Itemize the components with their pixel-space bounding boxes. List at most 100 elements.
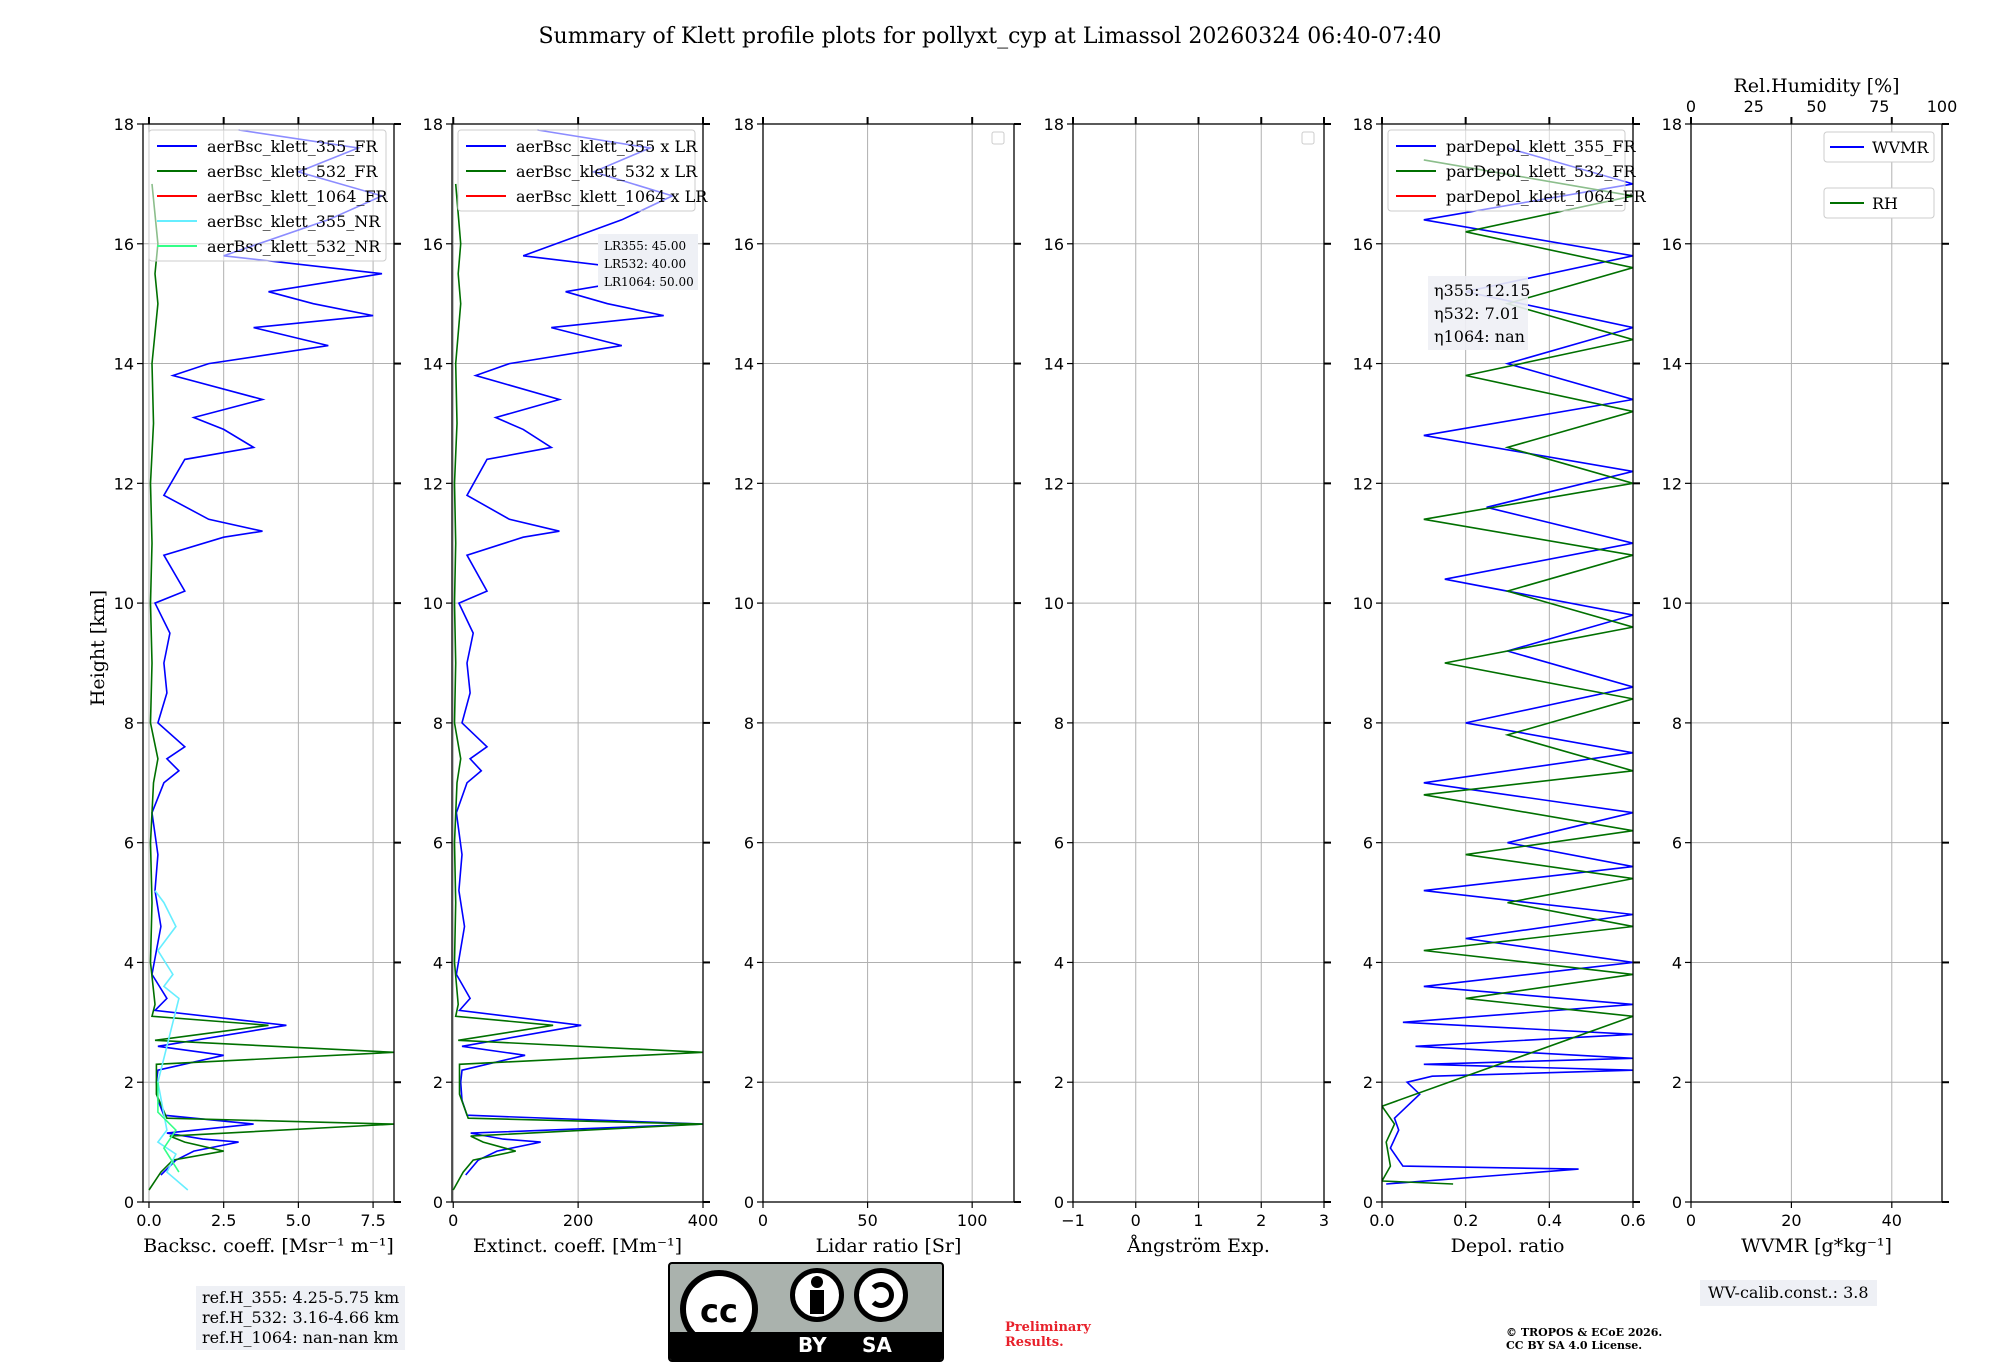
y-tick-label: 16 [114, 235, 134, 254]
y-tick-label: 18 [1044, 115, 1064, 134]
sa-label: SA [862, 1333, 892, 1357]
y-tick-label: 8 [433, 714, 443, 733]
eta-annotation-line: η532: 7.01 [1434, 304, 1520, 323]
y-tick-label: 12 [423, 474, 443, 493]
top-x-tick-label: 50 [1806, 97, 1826, 116]
x-tick-label: 0.6 [1620, 1211, 1645, 1230]
x-tick-label: 5.0 [286, 1211, 311, 1230]
ref-height-box: ref.H_355: 4.25-5.75 km ref.H_532: 3.16-… [196, 1286, 406, 1350]
legend-label: parDepol_klett_355_FR [1446, 137, 1637, 156]
top-x-axis-label: Rel.Humidity [%] [1733, 75, 1899, 97]
legend-label: aerBsc_klett_355_FR [207, 137, 378, 156]
copyright-note: © TROPOS & ECoE 2026. CC BY SA 4.0 Licen… [1506, 1326, 1662, 1352]
series-group [1382, 147, 1633, 1185]
y-tick-label: 6 [1363, 834, 1373, 853]
y-tick-label: 2 [1363, 1073, 1373, 1092]
x-tick-label: 0.0 [136, 1211, 161, 1230]
legend-label: aerBsc_klett_355_NR [207, 212, 381, 231]
y-tick-label: 2 [1672, 1073, 1682, 1092]
preliminary-line-2: Results. [1005, 1335, 1064, 1350]
empty-legend-box [991, 131, 1005, 145]
y-tick-label: 4 [1363, 953, 1373, 972]
x-tick-label: 0.2 [1453, 1211, 1478, 1230]
legend-label: aerBsc_klett_532 x LR [516, 162, 698, 181]
y-tick-label: 0 [1672, 1193, 1682, 1212]
series-line-parDepol_klett_532_FR [1382, 159, 1633, 1185]
y-tick-label: 8 [1363, 714, 1373, 733]
x-tick-label: 2 [1256, 1211, 1266, 1230]
y-tick-label: 14 [734, 355, 754, 374]
legend-box [1823, 131, 1935, 163]
y-tick-label: 12 [114, 474, 134, 493]
y-tick-label: 0 [1363, 1193, 1373, 1212]
copyright-line-2: CC BY SA 4.0 License. [1506, 1339, 1643, 1352]
series-line-aerBsc_klett_355 x LR [455, 129, 703, 1176]
y-tick-label: 4 [1672, 953, 1682, 972]
legend-label: parDepol_klett_1064_FR [1446, 187, 1647, 206]
y-tick-label: 16 [1044, 235, 1064, 254]
y-tick-label: 14 [423, 355, 443, 374]
y-tick-label: 14 [1044, 355, 1064, 374]
y-tick-label: 14 [1662, 355, 1682, 374]
legend-box [1387, 129, 1626, 212]
panel-backscatter: 0 2 4 6 8 10 12 14 16 18 0.0 2.5 5.0 7.5 Backsc. coeff… [114, 115, 401, 1257]
x-tick-label: 20 [1781, 1211, 1801, 1230]
y-tick-label: 18 [734, 115, 754, 134]
cc-logo-text: cc [700, 1292, 738, 1330]
y-tick-label: 16 [1353, 235, 1373, 254]
y-tick-label: 4 [1054, 953, 1064, 972]
series-line-aerBsc_klett_532_NR [157, 1082, 180, 1173]
y-tick-label: 8 [744, 714, 754, 733]
legend-box [1823, 187, 1935, 219]
y-tick-label: 10 [1044, 594, 1064, 613]
y-tick-label: 10 [423, 594, 443, 613]
wv-calib-text: WV-calib.const.: 3.8 [1708, 1283, 1869, 1302]
lidar-ratio-annotation-box [598, 234, 698, 290]
legend-box [148, 129, 387, 262]
lidar-ratio-annotation-line: LR1064: 50.00 [604, 275, 694, 289]
y-tick-label: 14 [114, 355, 134, 374]
axes-frame [762, 123, 1015, 1203]
y-tick-label: 8 [1054, 714, 1064, 733]
x-tick-label: 3 [1319, 1211, 1329, 1230]
y-tick-label: 14 [1353, 355, 1373, 374]
lidar-ratio-annotation-line: LR355: 45.00 [604, 239, 686, 253]
x-tick-label: 0 [1686, 1211, 1696, 1230]
series-line-aerBsc_klett_532 x LR [452, 183, 703, 1191]
y-tick-label: 18 [1662, 115, 1682, 134]
x-axis-label: Extinct. coeff. [Mm⁻¹] [473, 1235, 682, 1257]
x-tick-label: 0.0 [1369, 1211, 1394, 1230]
y-tick-label: 6 [1054, 834, 1064, 853]
eta-annotation-box [1428, 276, 1528, 350]
legend-box [457, 129, 696, 212]
y-tick-label: 2 [433, 1073, 443, 1092]
series-group [452, 129, 703, 1191]
series-line-aerBsc_klett_355_NR [154, 890, 189, 1191]
y-tick-label: 2 [124, 1073, 134, 1092]
y-tick-label: 0 [744, 1193, 754, 1212]
x-tick-label: 100 [957, 1211, 988, 1230]
by-person-body-icon [810, 1290, 824, 1314]
sa-arrow-icon [868, 1282, 894, 1308]
y-tick-label: 0 [1054, 1193, 1064, 1212]
y-tick-label: 12 [1662, 474, 1682, 493]
y-tick-label: 4 [744, 953, 754, 972]
y-tick-label: 0 [124, 1193, 134, 1212]
x-axis-label: Backsc. coeff. [Msr⁻¹ m⁻¹] [143, 1235, 394, 1257]
by-label: BY [798, 1333, 827, 1357]
series-group [148, 129, 394, 1191]
y-tick-label: 8 [1672, 714, 1682, 733]
x-tick-label: 200 [563, 1211, 594, 1230]
figure-title: Summary of Klett profile plots for polly… [538, 24, 1441, 49]
cc-license-badge: cc BY SA [668, 1262, 944, 1362]
y-tick-label: 10 [1662, 594, 1682, 613]
y-tick-label: 4 [433, 953, 443, 972]
y-tick-label: 2 [744, 1073, 754, 1092]
x-tick-label: 1 [1193, 1211, 1203, 1230]
y-tick-label: 18 [1353, 115, 1373, 134]
preliminary-line-1: Preliminary [1005, 1320, 1091, 1335]
